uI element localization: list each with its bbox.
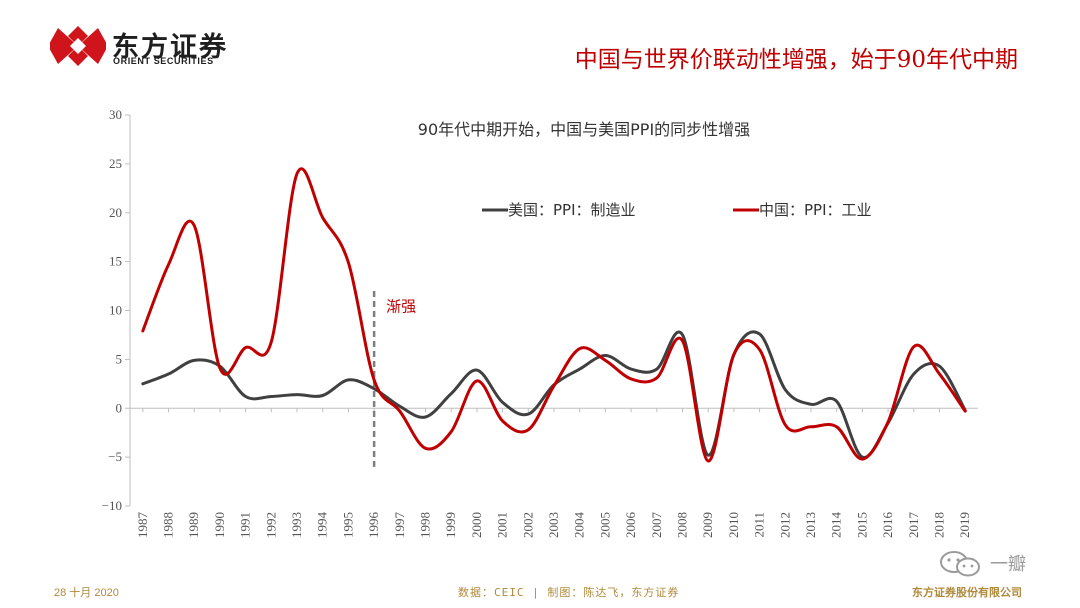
x-tick-label: 2018 [931,512,946,538]
y-tick-label: 30 [109,107,122,122]
x-tick-label: 2005 [597,512,612,538]
x-tick-label: 2001 [495,512,510,538]
x-tick-label: 1999 [443,512,458,538]
x-tick-label: 1990 [212,512,227,538]
legend-label: 美国：PPI：制造业 [508,201,636,219]
x-tick-label: 2019 [957,512,972,538]
x-tick-label: 1987 [135,512,150,539]
series-line-us-ppi [141,330,967,459]
x-tick-label: 2012 [777,512,792,538]
x-tick-label: 2008 [674,512,689,538]
wechat-icon [940,551,980,577]
x-tick-label: 2011 [752,512,767,538]
x-tick-label: 1993 [289,512,304,538]
y-tick-label: −10 [102,498,122,513]
x-tick-label: 2010 [726,512,741,538]
chart-title: 90年代中期开始，中国与美国PPI的同步性增强 [418,120,750,139]
brand-logo: 东方证券 ORIENT SECURITIES [50,24,260,68]
y-tick-label: 15 [109,254,122,269]
y-tick-label: 5 [116,351,123,366]
legend-label: 中国：PPI：工业 [759,201,872,219]
y-tick-label: 20 [109,205,122,220]
x-tick-label: 1997 [392,512,407,539]
x-tick-label: 2014 [829,512,844,539]
footer-company: 东方证券股份有限公司 [912,586,1022,599]
brand-name-cn: 东方证券 [112,32,228,63]
brand-name-en: ORIENT SECURITIES [113,56,214,66]
x-tick-label: 1992 [263,512,278,538]
x-tick-label: 2016 [880,512,895,539]
x-tick-label: 2003 [546,512,561,538]
x-tick-label: 1994 [315,512,330,539]
x-tick-label: 2002 [520,512,535,538]
x-tick-label: 2000 [469,512,484,538]
x-tick-label: 1989 [186,512,201,538]
x-tick-label: 1996 [366,512,381,539]
y-tick-label: 25 [109,156,122,171]
x-tick-label: 1991 [238,512,253,538]
watermark-text: 一瓣 [990,554,1026,575]
y-tick-label: 10 [109,303,122,318]
x-tick-label: 2006 [623,512,638,539]
x-tick-label: 2007 [649,512,664,539]
x-tick-label: 2004 [572,512,587,539]
annotation-label: 渐强 [386,298,416,316]
watermark: 一瓣 [938,548,1048,578]
footer-date: 28 十月 2020 [54,587,119,599]
y-tick-label: −5 [108,449,122,464]
x-tick-label: 2015 [854,512,869,538]
x-tick-label: 2009 [700,512,715,538]
y-tick-label: 0 [116,400,123,415]
x-tick-label: 1995 [340,512,355,538]
series-line-china-ppi [141,167,967,463]
brand-diamond-icon [50,26,106,66]
x-tick-label: 1988 [161,512,176,538]
x-tick-label: 2013 [803,512,818,538]
x-tick-label: 1998 [418,512,433,538]
x-tick-label: 2017 [906,512,921,539]
page-headline: 中国与世界价联动性增强，始于90年代中期 [574,47,1018,73]
footer-source: 数据：CEIC | 制图：陈达飞，东方证券 [458,586,680,599]
